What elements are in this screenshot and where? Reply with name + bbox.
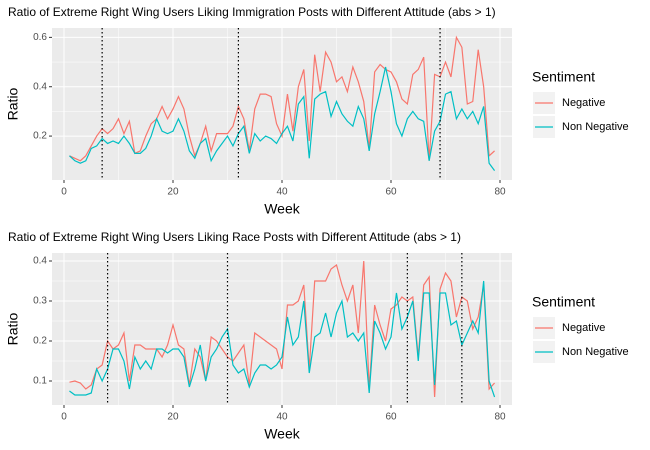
y-tick-label: 0.3 — [33, 296, 47, 307]
x-tick-label: 60 — [385, 412, 397, 423]
x-tick-label: 0 — [61, 412, 67, 423]
x-tick-label: 40 — [276, 412, 288, 423]
x-axis-title: Week — [264, 426, 301, 442]
legend-label: Negative — [562, 322, 605, 334]
y-tick-label: 0.6 — [33, 32, 47, 43]
data-line — [69, 35, 495, 162]
data-line — [69, 280, 496, 398]
legend-title: Sentiment — [532, 294, 595, 310]
y-axis-title: Ratio — [5, 312, 21, 345]
x-tick-label: 20 — [167, 187, 179, 198]
legend-label: Non Negative — [562, 346, 629, 358]
x-tick-label: 80 — [494, 187, 506, 198]
data-line — [69, 260, 496, 398]
x-tick-label: 80 — [494, 412, 506, 423]
y-axis-title: Ratio — [5, 87, 21, 120]
x-tick-label: 40 — [276, 187, 288, 198]
data-line — [69, 66, 496, 171]
legend-title: Sentiment — [532, 69, 595, 85]
x-axis-title: Week — [264, 201, 301, 217]
chart-title: Ratio of Extreme Right Wing Users Liking… — [8, 5, 496, 19]
y-tick-label: 0.2 — [33, 131, 47, 142]
y-tick-label: 0.1 — [33, 376, 47, 387]
x-tick-label: 60 — [385, 187, 397, 198]
x-tick-label: 20 — [167, 412, 179, 423]
y-tick-label: 0.4 — [33, 81, 47, 92]
y-tick-label: 0.2 — [33, 336, 47, 347]
legend-label: Non Negative — [562, 121, 629, 133]
legend-label: Negative — [562, 97, 605, 109]
chart-title: Ratio of Extreme Right Wing Users Liking… — [8, 230, 461, 244]
x-tick-label: 0 — [61, 187, 67, 198]
y-tick-label: 0.4 — [33, 256, 47, 267]
